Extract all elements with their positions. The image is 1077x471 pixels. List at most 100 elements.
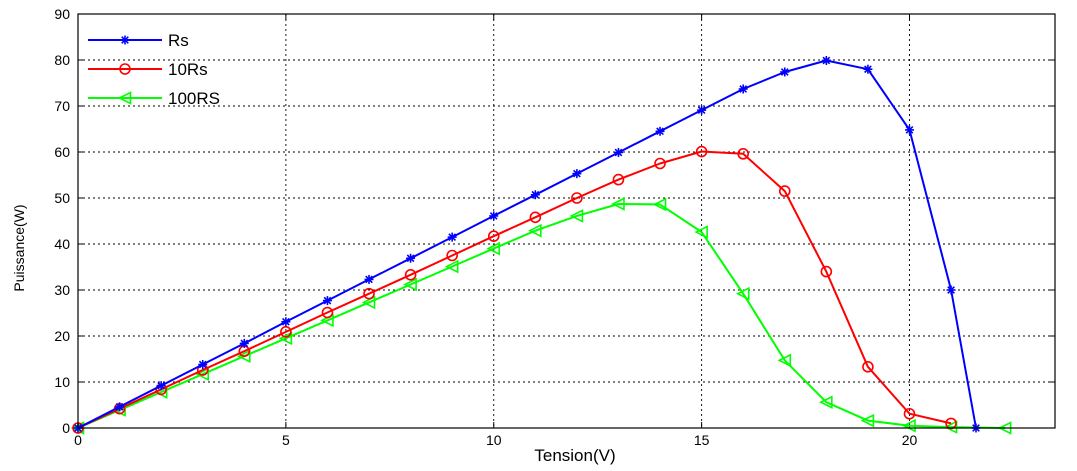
- data-point: [860, 413, 875, 428]
- data-point: [117, 91, 132, 105]
- y-tick-label: 70: [54, 98, 70, 114]
- marker-stroke: [697, 106, 706, 115]
- data-point: [528, 223, 542, 238]
- marker-stroke: [157, 381, 166, 390]
- data-point: [486, 241, 501, 256]
- data-point: [530, 190, 540, 200]
- marker-stroke: [282, 317, 290, 326]
- data-point: [572, 169, 582, 179]
- series-line: [77, 203, 1006, 429]
- series-line: [77, 59, 977, 429]
- y-tick-label: 80: [54, 52, 70, 68]
- data-point: [654, 157, 666, 170]
- data-point: [281, 317, 291, 327]
- data-point: [612, 173, 625, 186]
- marker-stroke: [780, 68, 789, 76]
- data-point: [862, 361, 874, 373]
- x-tick-label: 15: [694, 432, 710, 448]
- data-point: [120, 35, 130, 45]
- legend-item: 100RS: [88, 89, 220, 108]
- data-point: [529, 211, 542, 224]
- y-tick-label: 50: [54, 190, 70, 206]
- marker-stroke: [739, 85, 748, 93]
- data-point: [447, 232, 457, 242]
- data-point: [119, 63, 131, 75]
- data-point: [820, 265, 833, 278]
- legend-label: 100RS: [168, 89, 220, 108]
- data-point: [195, 367, 210, 381]
- data-point: [278, 331, 293, 346]
- data-point: [446, 249, 458, 262]
- data-point: [364, 274, 374, 284]
- y-tick-label: 30: [54, 282, 70, 298]
- marker-stroke: [822, 56, 831, 65]
- data-point: [778, 185, 791, 197]
- data-point: [694, 225, 708, 239]
- data-point: [322, 296, 332, 306]
- data-point: [737, 148, 749, 160]
- data-point: [444, 259, 459, 274]
- data-point: [489, 211, 499, 221]
- data-point: [903, 407, 916, 420]
- series-100rs: [70, 197, 1012, 435]
- data-point: [819, 395, 833, 410]
- marker-stroke: [656, 127, 664, 136]
- legend: Rs 10Rs 100RS: [88, 31, 220, 108]
- data-point: [363, 287, 375, 300]
- data-point: [487, 230, 500, 242]
- marker-stroke: [240, 339, 249, 348]
- x-tick-label: 0: [74, 432, 82, 448]
- data-point: [863, 64, 873, 74]
- plot-frame: [77, 13, 1056, 429]
- marker-stroke: [905, 126, 914, 134]
- marker-stroke: [121, 36, 129, 44]
- series-line: [77, 150, 952, 429]
- marker-stroke: [115, 402, 124, 411]
- data-point: [406, 253, 416, 263]
- marker-stroke: [531, 190, 540, 199]
- data-point: [115, 402, 125, 412]
- data-point: [738, 84, 748, 94]
- x-tick-label: 20: [902, 432, 918, 448]
- data-point: [780, 67, 790, 77]
- legend-item: Rs: [88, 31, 189, 50]
- data-point: [655, 126, 665, 136]
- ticks: 0 5 10 15 20 0 10 20 30 40 50 60 70 80 90: [54, 6, 1055, 448]
- grid: [78, 14, 1055, 428]
- y-axis-label: Puissance(W): [11, 204, 27, 291]
- data-point: [777, 353, 792, 368]
- x-tick-label: 5: [282, 432, 290, 448]
- series-10rs: [72, 145, 957, 434]
- data-point: [695, 145, 708, 158]
- series: [70, 55, 1012, 435]
- data-point: [569, 209, 584, 223]
- data-point: [198, 360, 208, 370]
- data-point: [611, 197, 625, 211]
- legend-label: 10Rs: [168, 60, 208, 79]
- data-point: [404, 269, 417, 281]
- y-tick-label: 60: [54, 144, 70, 160]
- marker-stroke: [864, 65, 872, 74]
- legend-label: Rs: [168, 31, 189, 50]
- data-point: [156, 381, 166, 391]
- marker-stroke: [448, 233, 457, 241]
- x-tick-label: 10: [486, 432, 502, 448]
- data-point: [237, 349, 251, 364]
- y-tick-label: 90: [54, 6, 70, 22]
- legend-item: 10Rs: [88, 60, 208, 79]
- data-point: [280, 326, 292, 338]
- data-point: [735, 286, 750, 301]
- data-point: [821, 55, 831, 65]
- data-point: [403, 277, 417, 292]
- data-point: [361, 295, 376, 310]
- marker-stroke: [947, 286, 955, 294]
- marker-stroke: [198, 360, 207, 369]
- data-point: [571, 192, 583, 204]
- marker-stroke: [489, 212, 498, 220]
- data-point: [946, 285, 956, 295]
- marker-stroke: [323, 296, 332, 305]
- data-point: [321, 306, 334, 319]
- marker-stroke: [365, 275, 373, 284]
